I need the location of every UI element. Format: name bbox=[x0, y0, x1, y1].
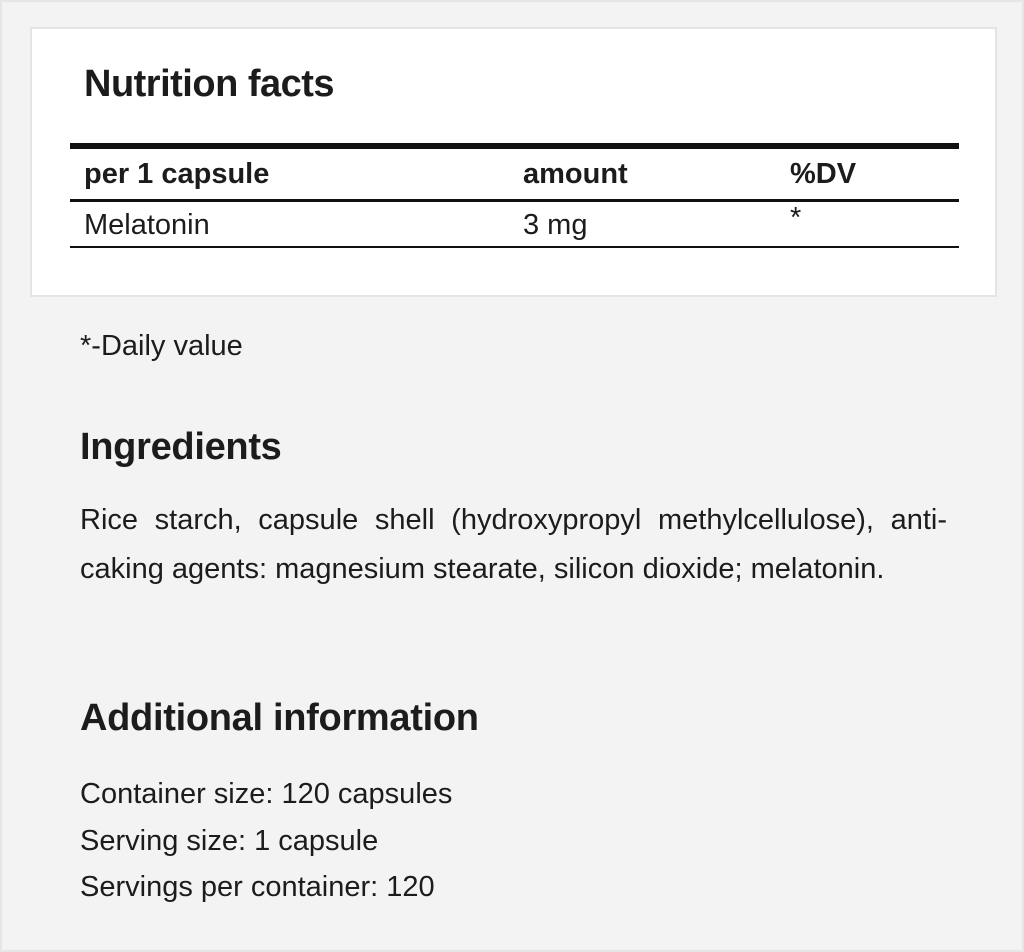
header-serving: per 1 capsule bbox=[84, 158, 270, 190]
nutrition-title: Nutrition facts bbox=[84, 63, 335, 105]
header-rule bbox=[70, 199, 959, 202]
additional-info-heading: Additional information bbox=[80, 697, 479, 739]
table-bottom-rule bbox=[70, 246, 959, 248]
daily-value-footnote: *-Daily value bbox=[80, 330, 243, 362]
nutrition-facts-card: Nutrition facts per 1 capsule amount %DV… bbox=[30, 27, 997, 297]
servings-per-container: Servings per container: 120 bbox=[80, 871, 435, 903]
ingredients-heading: Ingredients bbox=[80, 426, 282, 468]
header-amount: amount bbox=[523, 158, 628, 190]
table-top-rule bbox=[70, 143, 959, 149]
row-dv: * bbox=[790, 202, 802, 234]
header-dv: %DV bbox=[790, 158, 857, 190]
row-nutrient: Melatonin bbox=[84, 209, 210, 241]
serving-size: Serving size: 1 capsule bbox=[80, 824, 379, 857]
ingredients-text: Rice starch, capsule shell (hydroxypropy… bbox=[80, 504, 947, 585]
additional-info-list: Container size: 120 capsules Serving siz… bbox=[80, 771, 452, 911]
container-size: Container size: 120 capsules bbox=[80, 778, 453, 810]
row-amount: 3 mg bbox=[523, 209, 588, 241]
